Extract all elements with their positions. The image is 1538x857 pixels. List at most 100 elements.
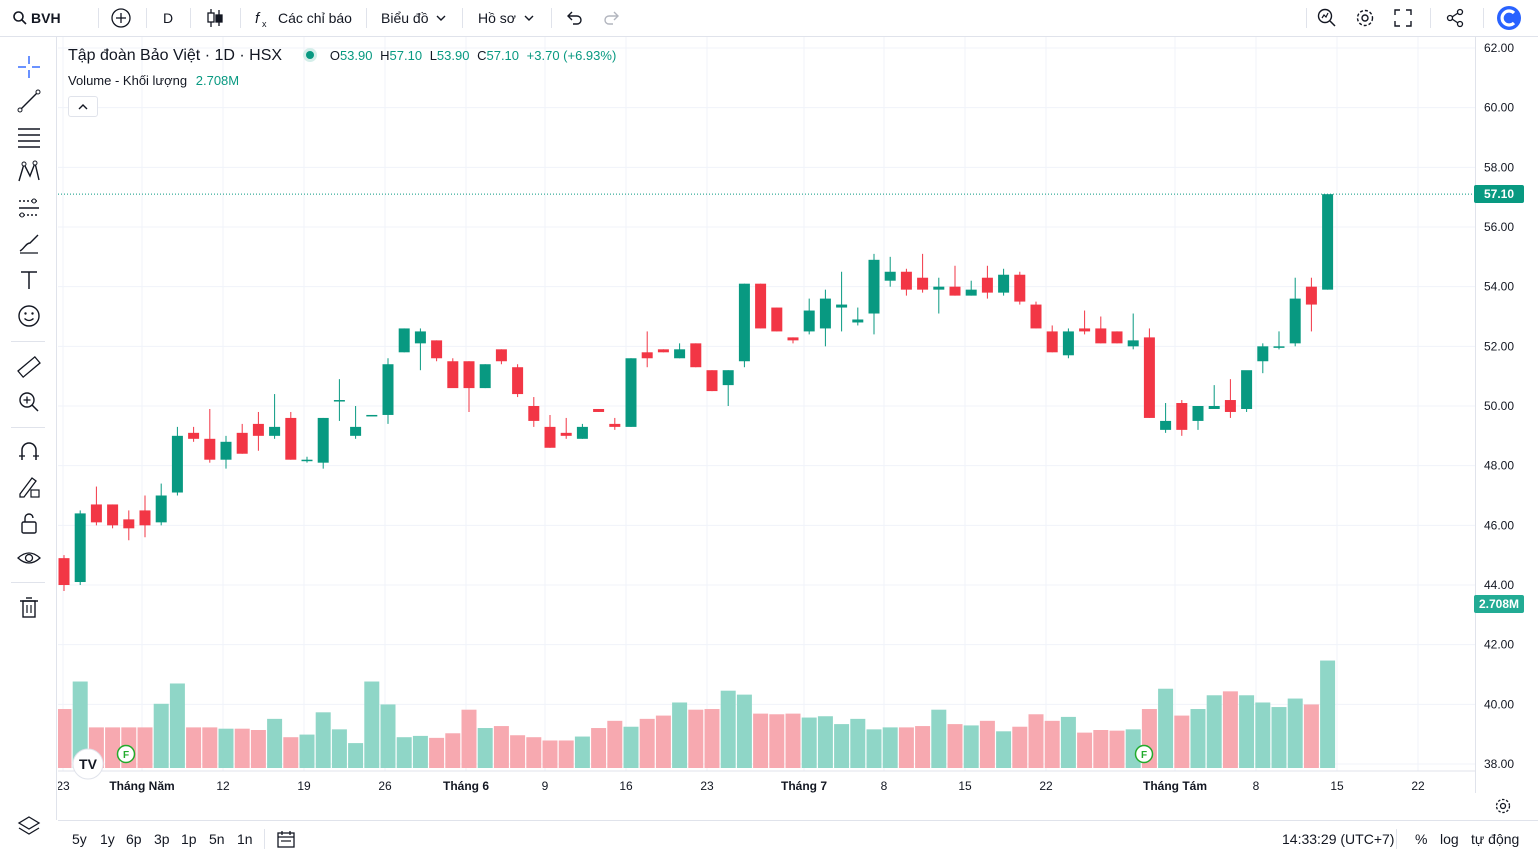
range-1m[interactable]: 1p bbox=[181, 831, 197, 847]
quick-search-button[interactable] bbox=[1316, 0, 1338, 36]
measure-tool[interactable] bbox=[15, 353, 43, 381]
range-5y[interactable]: 5y bbox=[72, 831, 87, 847]
lock-tool[interactable] bbox=[15, 509, 43, 537]
bottom-toolbar: 5y 1y 6p 3p 1p 5n 1n 14:33:29 (UTC+7) % … bbox=[58, 820, 1538, 856]
time-axis-settings-button[interactable] bbox=[1494, 797, 1512, 815]
range-6m[interactable]: 6p bbox=[126, 831, 142, 847]
time-axis-label: 12 bbox=[216, 779, 230, 793]
candle-body bbox=[220, 441, 232, 460]
time-axis-label: 23 bbox=[700, 779, 714, 793]
interval-button[interactable]: D bbox=[163, 0, 173, 36]
lock-drawings-tool[interactable] bbox=[15, 473, 43, 501]
time-axis-label: 15 bbox=[958, 779, 972, 793]
candle-body bbox=[317, 417, 329, 463]
remove-drawings-tool[interactable] bbox=[15, 594, 43, 622]
trend-line-tool[interactable] bbox=[15, 87, 43, 115]
range-5d[interactable]: 5n bbox=[209, 831, 225, 847]
collapse-legend-button[interactable] bbox=[68, 96, 98, 117]
magnet-tool[interactable] bbox=[15, 437, 43, 465]
range-1d[interactable]: 1n bbox=[237, 831, 253, 847]
volume-bar bbox=[429, 737, 445, 768]
volume-bar bbox=[801, 717, 817, 768]
share-icon bbox=[1446, 8, 1464, 28]
price-tick-label: 44.00 bbox=[1484, 578, 1514, 592]
fib-tool[interactable] bbox=[15, 123, 43, 151]
candle-body bbox=[576, 426, 588, 439]
crosshair-tool[interactable] bbox=[15, 53, 43, 81]
text-tool[interactable] bbox=[15, 266, 43, 294]
time-axis-label: Tháng Tám bbox=[1143, 779, 1207, 793]
svg-text:x: x bbox=[262, 19, 267, 29]
candle-body bbox=[1192, 406, 1204, 421]
brand-logo[interactable] bbox=[1496, 0, 1522, 36]
brush-tool[interactable] bbox=[15, 230, 43, 258]
candle-body bbox=[414, 331, 426, 344]
chart-type-button[interactable] bbox=[205, 0, 225, 36]
high-value: 57.10 bbox=[389, 48, 423, 63]
divider bbox=[1430, 8, 1431, 28]
smiley-icon bbox=[18, 305, 40, 327]
candle-body bbox=[1305, 286, 1317, 305]
pattern-tool[interactable] bbox=[15, 158, 43, 186]
emoji-tool[interactable] bbox=[15, 302, 43, 330]
fullscreen-button[interactable] bbox=[1393, 0, 1413, 36]
symbol-search[interactable]: BVH bbox=[12, 0, 61, 36]
zoom-tool[interactable] bbox=[15, 388, 43, 416]
candle-body bbox=[1111, 331, 1123, 344]
candle-body bbox=[657, 349, 669, 353]
symbol-label: BVH bbox=[31, 10, 61, 26]
event-marker-label: F bbox=[1141, 750, 1147, 761]
volume-label[interactable]: Volume - Khối lượng bbox=[68, 73, 188, 88]
time-axis-label: 8 bbox=[881, 779, 888, 793]
object-tree-button[interactable] bbox=[17, 814, 41, 838]
price-chart[interactable]: 23 Tháng Năm 12 19 26 Tháng 6 9 16 23 Tháng 7 8 15 2… bbox=[58, 37, 1475, 793]
candle-body bbox=[74, 513, 86, 583]
profile-menu-button[interactable]: Hồ sơ bbox=[478, 0, 536, 36]
volume-bar bbox=[817, 716, 833, 768]
visibility-tool[interactable] bbox=[15, 544, 43, 572]
magnet-icon bbox=[19, 442, 39, 460]
chart-menu-button[interactable]: Biểu đồ bbox=[381, 0, 448, 36]
goto-date-button[interactable] bbox=[276, 821, 296, 857]
divider bbox=[98, 8, 99, 28]
volume-bar bbox=[720, 690, 736, 768]
volume-bar bbox=[445, 733, 461, 768]
range-3m[interactable]: 3p bbox=[154, 831, 170, 847]
legend-title[interactable]: Tập đoàn Bảo Việt · 1D · HSX bbox=[68, 47, 283, 64]
redo-icon bbox=[604, 11, 619, 25]
volume-bar bbox=[1303, 704, 1319, 768]
forecast-tool[interactable] bbox=[15, 194, 43, 222]
redo-button[interactable] bbox=[603, 0, 621, 36]
divider bbox=[11, 427, 45, 428]
range-1y[interactable]: 1y bbox=[100, 831, 115, 847]
divider bbox=[11, 341, 45, 342]
candle-body bbox=[625, 358, 637, 427]
settings-button[interactable] bbox=[1354, 0, 1376, 36]
auto-toggle[interactable]: tự động bbox=[1471, 831, 1520, 847]
price-axis[interactable]: 62.00 60.00 58.00 56.00 54.00 52.00 50.00 48.00… bbox=[1475, 37, 1538, 793]
compare-button[interactable] bbox=[110, 0, 132, 36]
candle-body bbox=[755, 283, 767, 329]
event-marker bbox=[1134, 744, 1154, 764]
clock[interactable]: 14:33:29 (UTC+7) bbox=[1282, 831, 1395, 847]
share-button[interactable] bbox=[1445, 0, 1465, 36]
candle-body bbox=[269, 426, 281, 436]
volume-legend: Volume - Khối lượng 2.708M bbox=[68, 73, 239, 88]
candle-body bbox=[58, 558, 70, 585]
candle-body bbox=[1241, 370, 1253, 409]
volume-bar bbox=[1158, 688, 1174, 768]
volume-bar bbox=[963, 725, 979, 768]
volume-bar bbox=[607, 720, 623, 768]
undo-button[interactable] bbox=[565, 0, 583, 36]
candle-body bbox=[738, 283, 750, 362]
candle-body bbox=[674, 349, 686, 359]
fib-lines-icon bbox=[18, 128, 40, 148]
log-toggle[interactable]: log bbox=[1440, 831, 1459, 847]
percent-toggle[interactable]: % bbox=[1415, 831, 1428, 847]
layers-icon bbox=[17, 816, 41, 835]
candle-body bbox=[204, 438, 216, 460]
chart-pane[interactable]: 23 Tháng Năm 12 19 26 Tháng 6 9 16 23 Tháng 7 8 15 2… bbox=[58, 37, 1475, 793]
volume-bar bbox=[72, 681, 88, 768]
candle-body bbox=[1143, 337, 1155, 418]
